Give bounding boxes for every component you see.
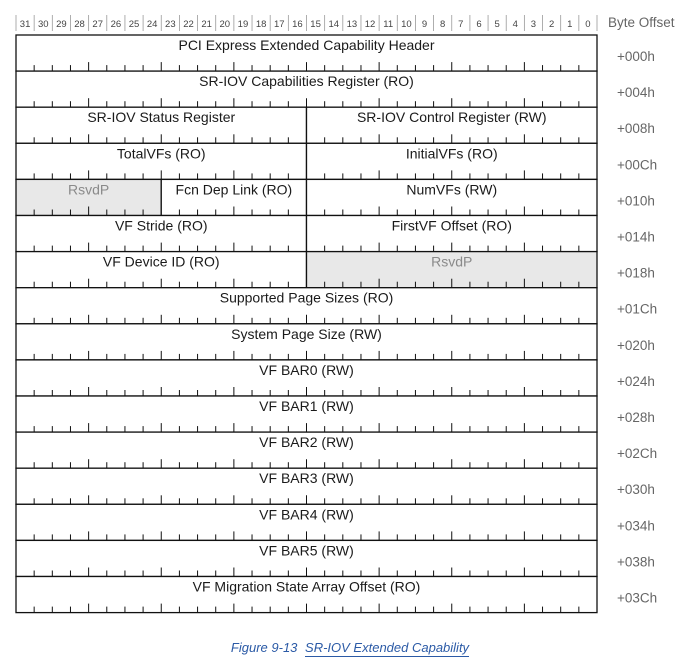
bit-number-label: 8 — [440, 19, 445, 30]
field-label: VF BAR4 (RW) — [259, 506, 354, 522]
byte-offset-label: +024h — [617, 374, 655, 389]
register-field — [305, 142, 598, 181]
field-label: Supported Page Sizes (RO) — [220, 290, 394, 306]
bit-number-label: 27 — [92, 19, 103, 30]
bit-number-label: 12 — [365, 19, 376, 30]
bit-number-label: 3 — [531, 19, 536, 30]
field-label: VF BAR1 (RW) — [259, 398, 354, 414]
bit-number-label: 26 — [111, 19, 122, 30]
register-layout-diagram: 31 30 29 28 27 26 25 24 23 22 21 20 19 18 17 16 15 14 13 12… — [15, 15, 675, 614]
bit-number-label: 2 — [549, 19, 554, 30]
field-label: NumVFs (RW) — [406, 181, 497, 197]
bit-number-label: 14 — [328, 19, 339, 30]
byte-offset-label: +00Ch — [617, 157, 657, 172]
field-label: VF Device ID (RO) — [103, 254, 220, 270]
byte-offset-label: +000h — [617, 49, 655, 64]
bit-number-label: 16 — [292, 19, 303, 30]
reserved-field-label: RsvdP — [68, 181, 109, 197]
byte-offset-label: +010h — [617, 193, 655, 208]
bit-number-label: 9 — [422, 19, 427, 30]
bit-number-label: 1 — [567, 19, 572, 30]
figure-caption: Figure 9-13 SR-IOV Extended Capability — [0, 640, 700, 657]
byte-offset-label: +014h — [617, 230, 655, 245]
figure-title-link[interactable]: SR-IOV Extended Capability — [305, 640, 470, 657]
figure-number: Figure 9-13 — [230, 640, 298, 655]
field-label: SR-IOV Status Register — [87, 109, 235, 125]
field-label: Fcn Dep Link (RO) — [176, 181, 293, 197]
bit-number-label: 31 — [20, 19, 31, 30]
byte-offset-label: +020h — [617, 338, 655, 353]
bit-number-label: 29 — [56, 19, 67, 30]
bit-number-label: 7 — [458, 19, 463, 30]
bit-number-label: 18 — [256, 19, 267, 30]
field-label: TotalVFs (RO) — [117, 145, 206, 161]
field-label: VF BAR3 (RW) — [259, 470, 354, 486]
bit-number-label: 4 — [513, 19, 518, 30]
byte-offset-header: Byte Offset — [608, 15, 675, 30]
bit-number-label: 0 — [585, 19, 590, 30]
bit-number-label: 21 — [201, 19, 212, 30]
bit-number-label: 17 — [274, 19, 285, 30]
field-label: SR-IOV Control Register (RW) — [357, 109, 547, 125]
bit-number-label: 22 — [183, 19, 194, 30]
bit-number-label: 10 — [401, 19, 412, 30]
bit-number-label: 25 — [129, 19, 140, 30]
bit-number-label: 28 — [74, 19, 85, 30]
field-label: VF BAR0 (RW) — [259, 362, 354, 378]
bit-number-label: 24 — [147, 19, 158, 30]
field-label: System Page Size (RW) — [231, 326, 382, 342]
bit-number-label: 15 — [310, 19, 321, 30]
bit-number-label: 6 — [476, 19, 481, 30]
byte-offset-label: +008h — [617, 121, 655, 136]
byte-offset-label: +030h — [617, 482, 655, 497]
field-label: SR-IOV Capabilities Register (RO) — [199, 73, 414, 89]
byte-offset-label: +004h — [617, 85, 655, 100]
byte-offset-label: +038h — [617, 554, 655, 569]
reserved-field — [15, 178, 162, 217]
field-label: VF BAR5 (RW) — [259, 542, 354, 558]
bit-number-label: 20 — [220, 19, 231, 30]
reserved-field-label: RsvdP — [431, 254, 472, 270]
byte-offset-label: +03Ch — [617, 591, 657, 606]
bit-number-label: 23 — [165, 19, 176, 30]
bit-number-label: 13 — [347, 19, 358, 30]
field-label: VF Stride (RO) — [115, 218, 208, 234]
bit-number-label: 11 — [383, 19, 393, 30]
bit-number-label: 19 — [238, 19, 249, 30]
byte-offset-label: +02Ch — [617, 446, 657, 461]
field-label: PCI Express Extended Capability Header — [178, 37, 434, 53]
bit-number-label: 30 — [38, 19, 49, 30]
bit-number-label: 5 — [494, 19, 499, 30]
field-label: VF Migration State Array Offset (RO) — [193, 579, 421, 595]
field-label: VF BAR2 (RW) — [259, 434, 354, 450]
byte-offset-label: +018h — [617, 266, 655, 281]
field-label: FirstVF Offset (RO) — [392, 218, 512, 234]
byte-offset-label: +028h — [617, 410, 655, 425]
field-label: InitialVFs (RO) — [406, 145, 498, 161]
byte-offset-label: +034h — [617, 518, 655, 533]
byte-offset-label: +01Ch — [617, 302, 657, 317]
